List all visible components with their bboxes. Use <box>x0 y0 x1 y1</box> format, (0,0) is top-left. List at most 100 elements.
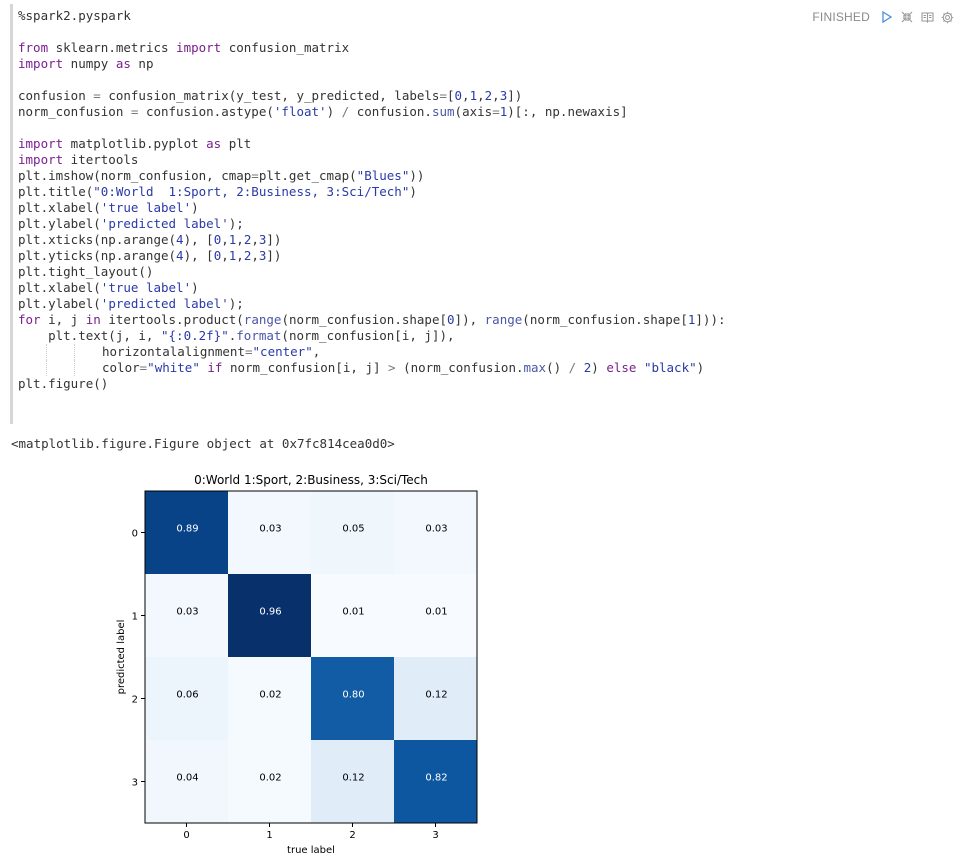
cell-value-label: 0.80 <box>342 690 364 701</box>
code-token: plt.figure() <box>18 376 109 391</box>
code-token: ) <box>696 360 705 375</box>
code-token: if <box>207 360 223 375</box>
heatmap-cell <box>394 574 477 657</box>
code-token: )[:, np.newaxis] <box>507 104 628 119</box>
cell-value-label: 0.03 <box>259 524 281 535</box>
code-token: ) <box>409 184 417 199</box>
heatmap-cell <box>311 657 394 740</box>
collapse-arrows-icon[interactable] <box>900 10 914 24</box>
cell-value-label: 0.05 <box>342 524 364 535</box>
code-token: , <box>221 248 229 263</box>
code-token: as <box>115 56 131 71</box>
indent-guide <box>18 360 46 376</box>
heatmap-cell <box>228 491 311 574</box>
code-token: = <box>492 104 500 119</box>
code-token: , <box>462 88 470 103</box>
code-token: 1 <box>228 248 237 263</box>
heatmap-cell <box>228 740 311 823</box>
code-token: itertools.product( <box>100 312 244 327</box>
code-token: ), [ <box>183 248 214 263</box>
cell-value-label: 0.82 <box>425 773 447 784</box>
code-line: plt.figure() <box>18 376 718 392</box>
code-token: ]), <box>454 312 485 327</box>
code-token: range <box>243 312 282 327</box>
cell-value-label: 0.03 <box>176 607 198 618</box>
code-token: range <box>484 312 523 327</box>
code-token: 3 <box>258 232 267 247</box>
code-token: 1 <box>687 312 696 327</box>
cell-value-label: 0.96 <box>259 607 281 618</box>
code-token: [ <box>446 88 455 103</box>
code-token: plt.ylabel( <box>18 216 101 231</box>
code-token: , <box>312 344 321 359</box>
code-token: , <box>477 88 485 103</box>
indent-guide <box>18 344 46 360</box>
code-token: = <box>251 168 259 183</box>
cell-value-label: 0.12 <box>342 773 364 784</box>
code-token: 3 <box>499 88 508 103</box>
code-token: plt.yticks(np.arange( <box>18 248 177 263</box>
code-token: plt.get_cmap( <box>258 168 357 183</box>
code-token: ]) <box>266 232 282 247</box>
heatmap-cell <box>311 491 394 574</box>
code-token: ) <box>326 104 342 119</box>
code-token: = <box>439 88 447 103</box>
heatmap-cell <box>394 491 477 574</box>
code-token: 2 <box>583 360 592 375</box>
code-token: 3 <box>258 248 267 263</box>
book-icon[interactable] <box>920 10 934 24</box>
code-token: else <box>606 360 637 375</box>
code-token: import <box>176 40 222 55</box>
code-token: . <box>228 328 237 343</box>
cell-value-label: 0.06 <box>176 690 198 701</box>
cell-value-label: 0.01 <box>425 607 447 618</box>
code-token: 0 <box>447 312 455 327</box>
code-line <box>18 120 718 136</box>
gear-icon[interactable] <box>940 10 954 24</box>
code-token: plt.text(j, i, <box>18 328 161 343</box>
play-icon[interactable] <box>880 10 894 24</box>
heatmap-cell <box>228 574 311 657</box>
code-token: 'float' <box>273 104 327 119</box>
code-token: "Blues" <box>356 168 410 183</box>
code-token: import <box>18 56 64 71</box>
x-tick-label: 3 <box>432 830 438 841</box>
code-editor[interactable]: %spark2.pyspark from sklearn.metrics impo… <box>18 8 726 392</box>
code-token: (norm_confusion.shape[ <box>281 312 448 327</box>
output-text: <matplotlib.figure.Figure object at 0x7f… <box>11 436 395 451</box>
code-token: ]) <box>507 88 523 103</box>
code-token: 1 <box>499 104 508 119</box>
code-token: numpy <box>63 56 116 71</box>
y-tick-label: 2 <box>132 695 138 706</box>
code-token: import <box>18 136 64 151</box>
x-tick-label: 0 <box>183 830 189 841</box>
code-token: 2 <box>243 248 252 263</box>
cell-value-label: 0.04 <box>176 773 198 784</box>
code-line: plt.xticks(np.arange(4), [0,1,2,3]) <box>18 232 718 248</box>
code-token: > <box>388 360 396 375</box>
indent-guide <box>74 360 102 376</box>
code-line: plt.yticks(np.arange(4), [0,1,2,3]) <box>18 248 718 264</box>
code-line: horizontalalignment="center", <box>18 344 718 360</box>
code-line: plt.imshow(norm_confusion, cmap=plt.get_… <box>18 168 718 184</box>
code-token <box>576 360 584 375</box>
code-token: 4 <box>176 232 184 247</box>
code-line: norm_confusion = confusion.astype('float… <box>18 104 718 120</box>
code-line: import matplotlib.pyplot as plt <box>18 136 718 152</box>
code-token: 4 <box>176 248 184 263</box>
y-tick-label: 1 <box>132 612 138 623</box>
cell-value-label: 0.89 <box>176 524 198 535</box>
code-token: %spark2.pyspark <box>18 8 131 23</box>
heatmap-cell <box>311 574 394 657</box>
indent-guide <box>46 344 74 360</box>
code-token: format <box>236 328 282 343</box>
code-token: max <box>523 360 547 375</box>
code-line: import itertools <box>18 152 718 168</box>
code-line: plt.text(j, i, "{:0.2f}".format(norm_con… <box>18 328 718 344</box>
code-token: , <box>492 88 500 103</box>
confusion-matrix-figure: 0.89 0.03 0.05 0.03 0.03 0.96 0.01 0.01 0.06 0.02… <box>0 460 962 864</box>
code-token: "{:0.2f}" <box>161 328 229 343</box>
code-token: plt <box>221 136 252 151</box>
indent-guide <box>46 360 74 376</box>
